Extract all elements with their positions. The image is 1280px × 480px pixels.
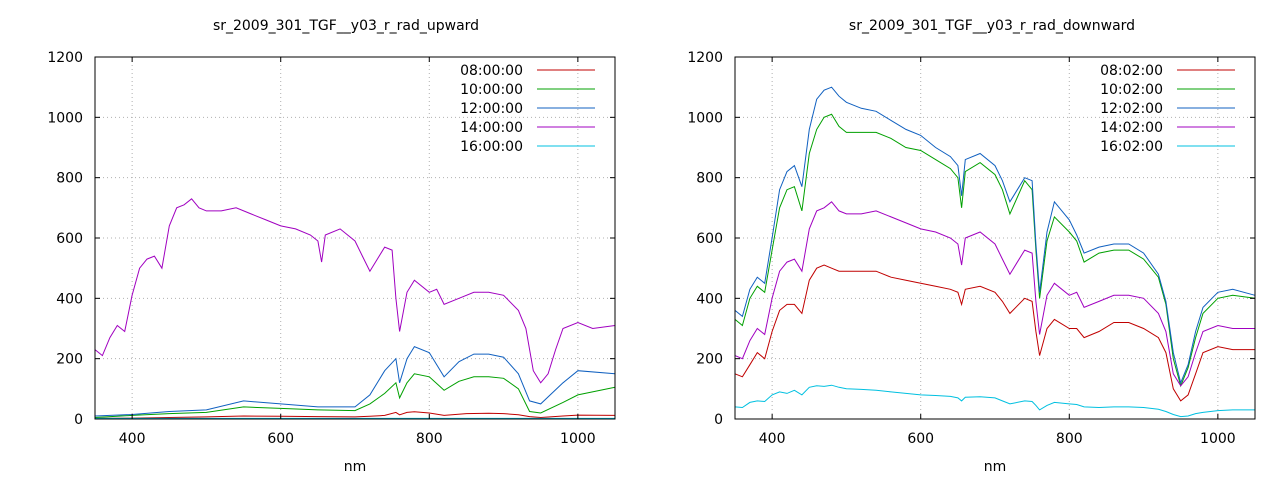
chart-title: sr_2009_301_TGF__y03_r_rad_downward	[849, 18, 1135, 34]
y-tick-label: 800	[696, 171, 723, 187]
series-line-12-00-00	[94, 345, 616, 417]
legend-label: 12:00:00	[460, 101, 523, 117]
x-axis-label: nm	[344, 459, 367, 475]
x-tick-label: 600	[267, 431, 294, 447]
y-tick-label: 800	[56, 171, 83, 187]
y-tick-label: 200	[56, 352, 83, 368]
legend-label: 16:00:00	[460, 139, 523, 155]
series-line-08-02-00	[734, 264, 1255, 402]
y-tick-label: 0	[74, 412, 83, 428]
x-tick-label: 600	[907, 431, 934, 447]
y-tick-label: 1200	[687, 50, 723, 66]
x-tick-label: 400	[759, 431, 786, 447]
series-line-14-00-00	[94, 198, 616, 384]
series-line-10-00-00	[94, 373, 616, 418]
chart-downward: sr_2009_301_TGF__y03_r_rad_downward 400 60…	[687, 18, 1256, 475]
x-tick-label: 800	[416, 431, 443, 447]
legend-label: 12:02:00	[1100, 101, 1163, 117]
x-tick-label: 1000	[560, 431, 596, 447]
legend-label: 10:00:00	[460, 82, 523, 98]
chart-title: sr_2009_301_TGF__y03_r_rad_upward	[213, 18, 479, 34]
x-tick-label: 800	[1056, 431, 1083, 447]
y-tick-label: 1200	[47, 50, 83, 66]
legend-label: 16:02:00	[1100, 139, 1163, 155]
x-axis-label: nm	[984, 459, 1007, 475]
y-tick-label: 0	[714, 412, 723, 428]
y-tick-label: 1000	[47, 110, 83, 126]
y-tick-label: 1000	[687, 110, 723, 126]
legend-label: 10:02:00	[1100, 82, 1163, 98]
series-line-16-02-00	[734, 384, 1255, 418]
x-tick-label: 400	[119, 431, 146, 447]
y-tick-label: 600	[696, 231, 723, 247]
y-tick-label: 200	[696, 352, 723, 368]
series-line-14-02-00	[734, 201, 1255, 387]
y-tick-label: 600	[56, 231, 83, 247]
y-tick-label: 400	[56, 291, 83, 307]
series-line-08-00-00	[94, 411, 616, 419]
series-line-12-02-00	[734, 86, 1256, 385]
x-tick-label: 1000	[1200, 431, 1236, 447]
legend-label: 14:00:00	[460, 120, 523, 136]
legend-label: 08:02:00	[1100, 63, 1163, 79]
legend-label: 14:02:00	[1100, 120, 1163, 136]
series-line-10-02-00	[734, 113, 1256, 388]
chart-upward: sr_2009_301_TGF__y03_r_rad_upward 400 600 8…	[47, 18, 616, 475]
y-tick-label: 400	[696, 291, 723, 307]
legend-label: 08:00:00	[460, 63, 523, 79]
